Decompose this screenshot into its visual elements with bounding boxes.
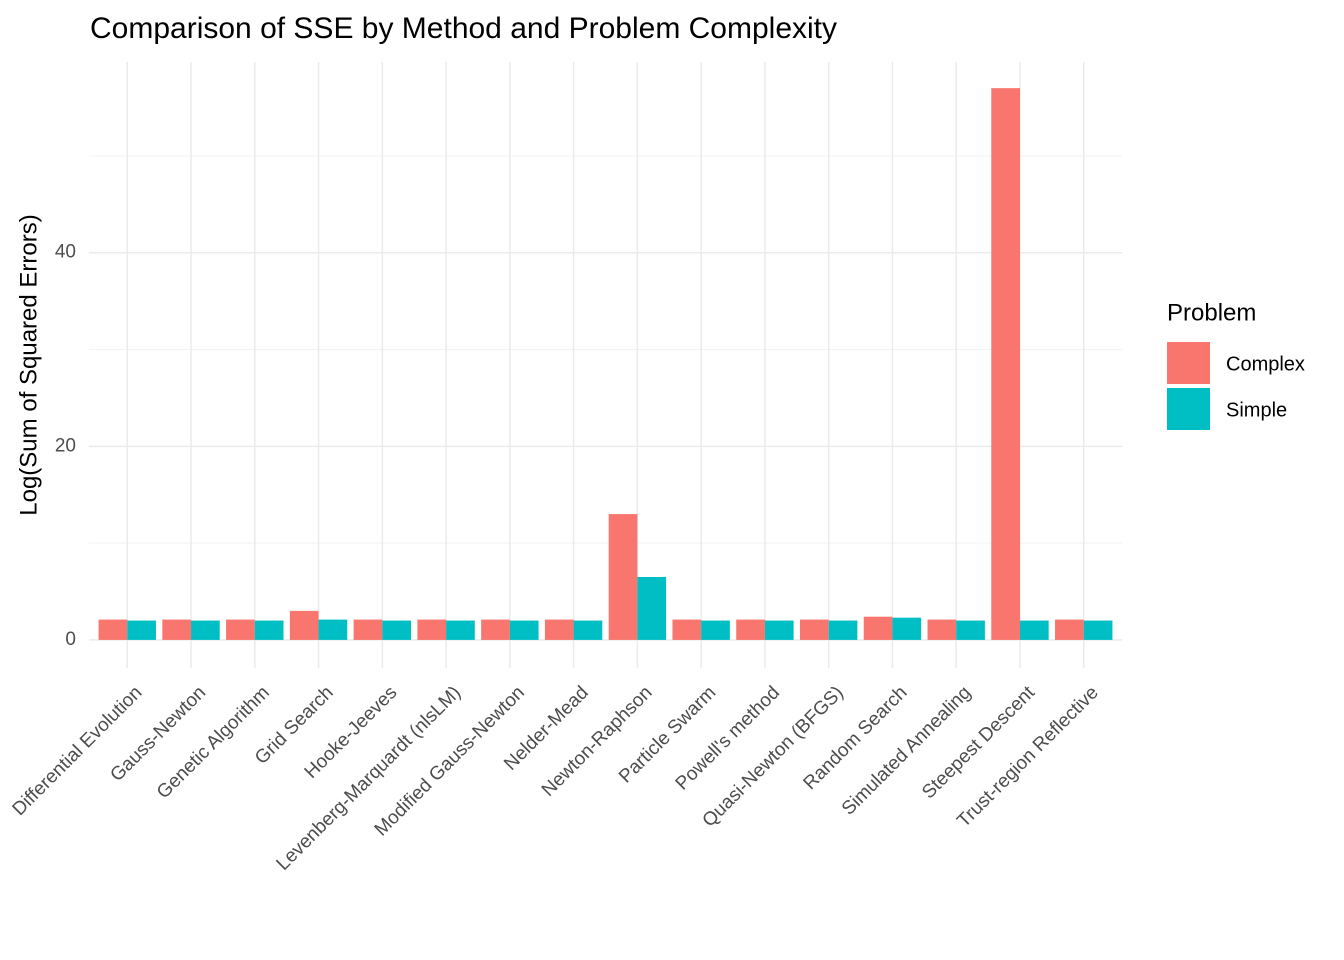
- bar: [799, 619, 829, 640]
- bar: [828, 620, 858, 640]
- legend-title: Problem: [1167, 299, 1256, 326]
- legend-key: [1167, 388, 1210, 430]
- bar: [1083, 620, 1113, 640]
- bar: [863, 616, 893, 640]
- bar: [956, 620, 985, 640]
- bar: [1019, 620, 1049, 640]
- legend-label: Complex: [1226, 353, 1305, 375]
- bar: [127, 620, 156, 640]
- bar: [191, 620, 220, 640]
- bar: [318, 619, 348, 640]
- x-tick-label: Genetic Algorithm: [153, 682, 274, 803]
- y-tick-label: 0: [65, 629, 76, 650]
- bar: [991, 88, 1020, 640]
- bar: [353, 619, 383, 640]
- y-tick-label: 40: [55, 242, 76, 263]
- y-tick-label: 20: [55, 435, 76, 456]
- y-axis-label: Log(Sum of Squared Errors): [15, 214, 42, 515]
- bar: [701, 620, 730, 640]
- bar: [892, 617, 922, 640]
- bar: [672, 619, 702, 640]
- bar: [927, 619, 957, 640]
- bar: [226, 619, 255, 640]
- bar: [608, 514, 638, 640]
- bar: [573, 620, 603, 640]
- bar: [1055, 619, 1084, 640]
- bar: [481, 619, 510, 640]
- legend-key: [1167, 342, 1210, 384]
- bar: [446, 620, 475, 640]
- chart-title: Comparison of SSE by Method and Problem …: [90, 12, 837, 45]
- bar: [254, 620, 284, 640]
- bar: [289, 610, 319, 640]
- bar: [736, 619, 765, 640]
- bar: [544, 619, 574, 640]
- x-tick-label: Newton-Raphson: [538, 682, 657, 801]
- bar: [417, 619, 447, 640]
- bar: [637, 577, 667, 640]
- legend-label: Simple: [1226, 399, 1287, 421]
- x-tick-label: Steepest Descent: [918, 682, 1039, 803]
- bar: [98, 619, 128, 640]
- bar: [764, 620, 794, 640]
- bar: [162, 619, 192, 640]
- bar: [509, 620, 539, 640]
- bar: [382, 620, 412, 640]
